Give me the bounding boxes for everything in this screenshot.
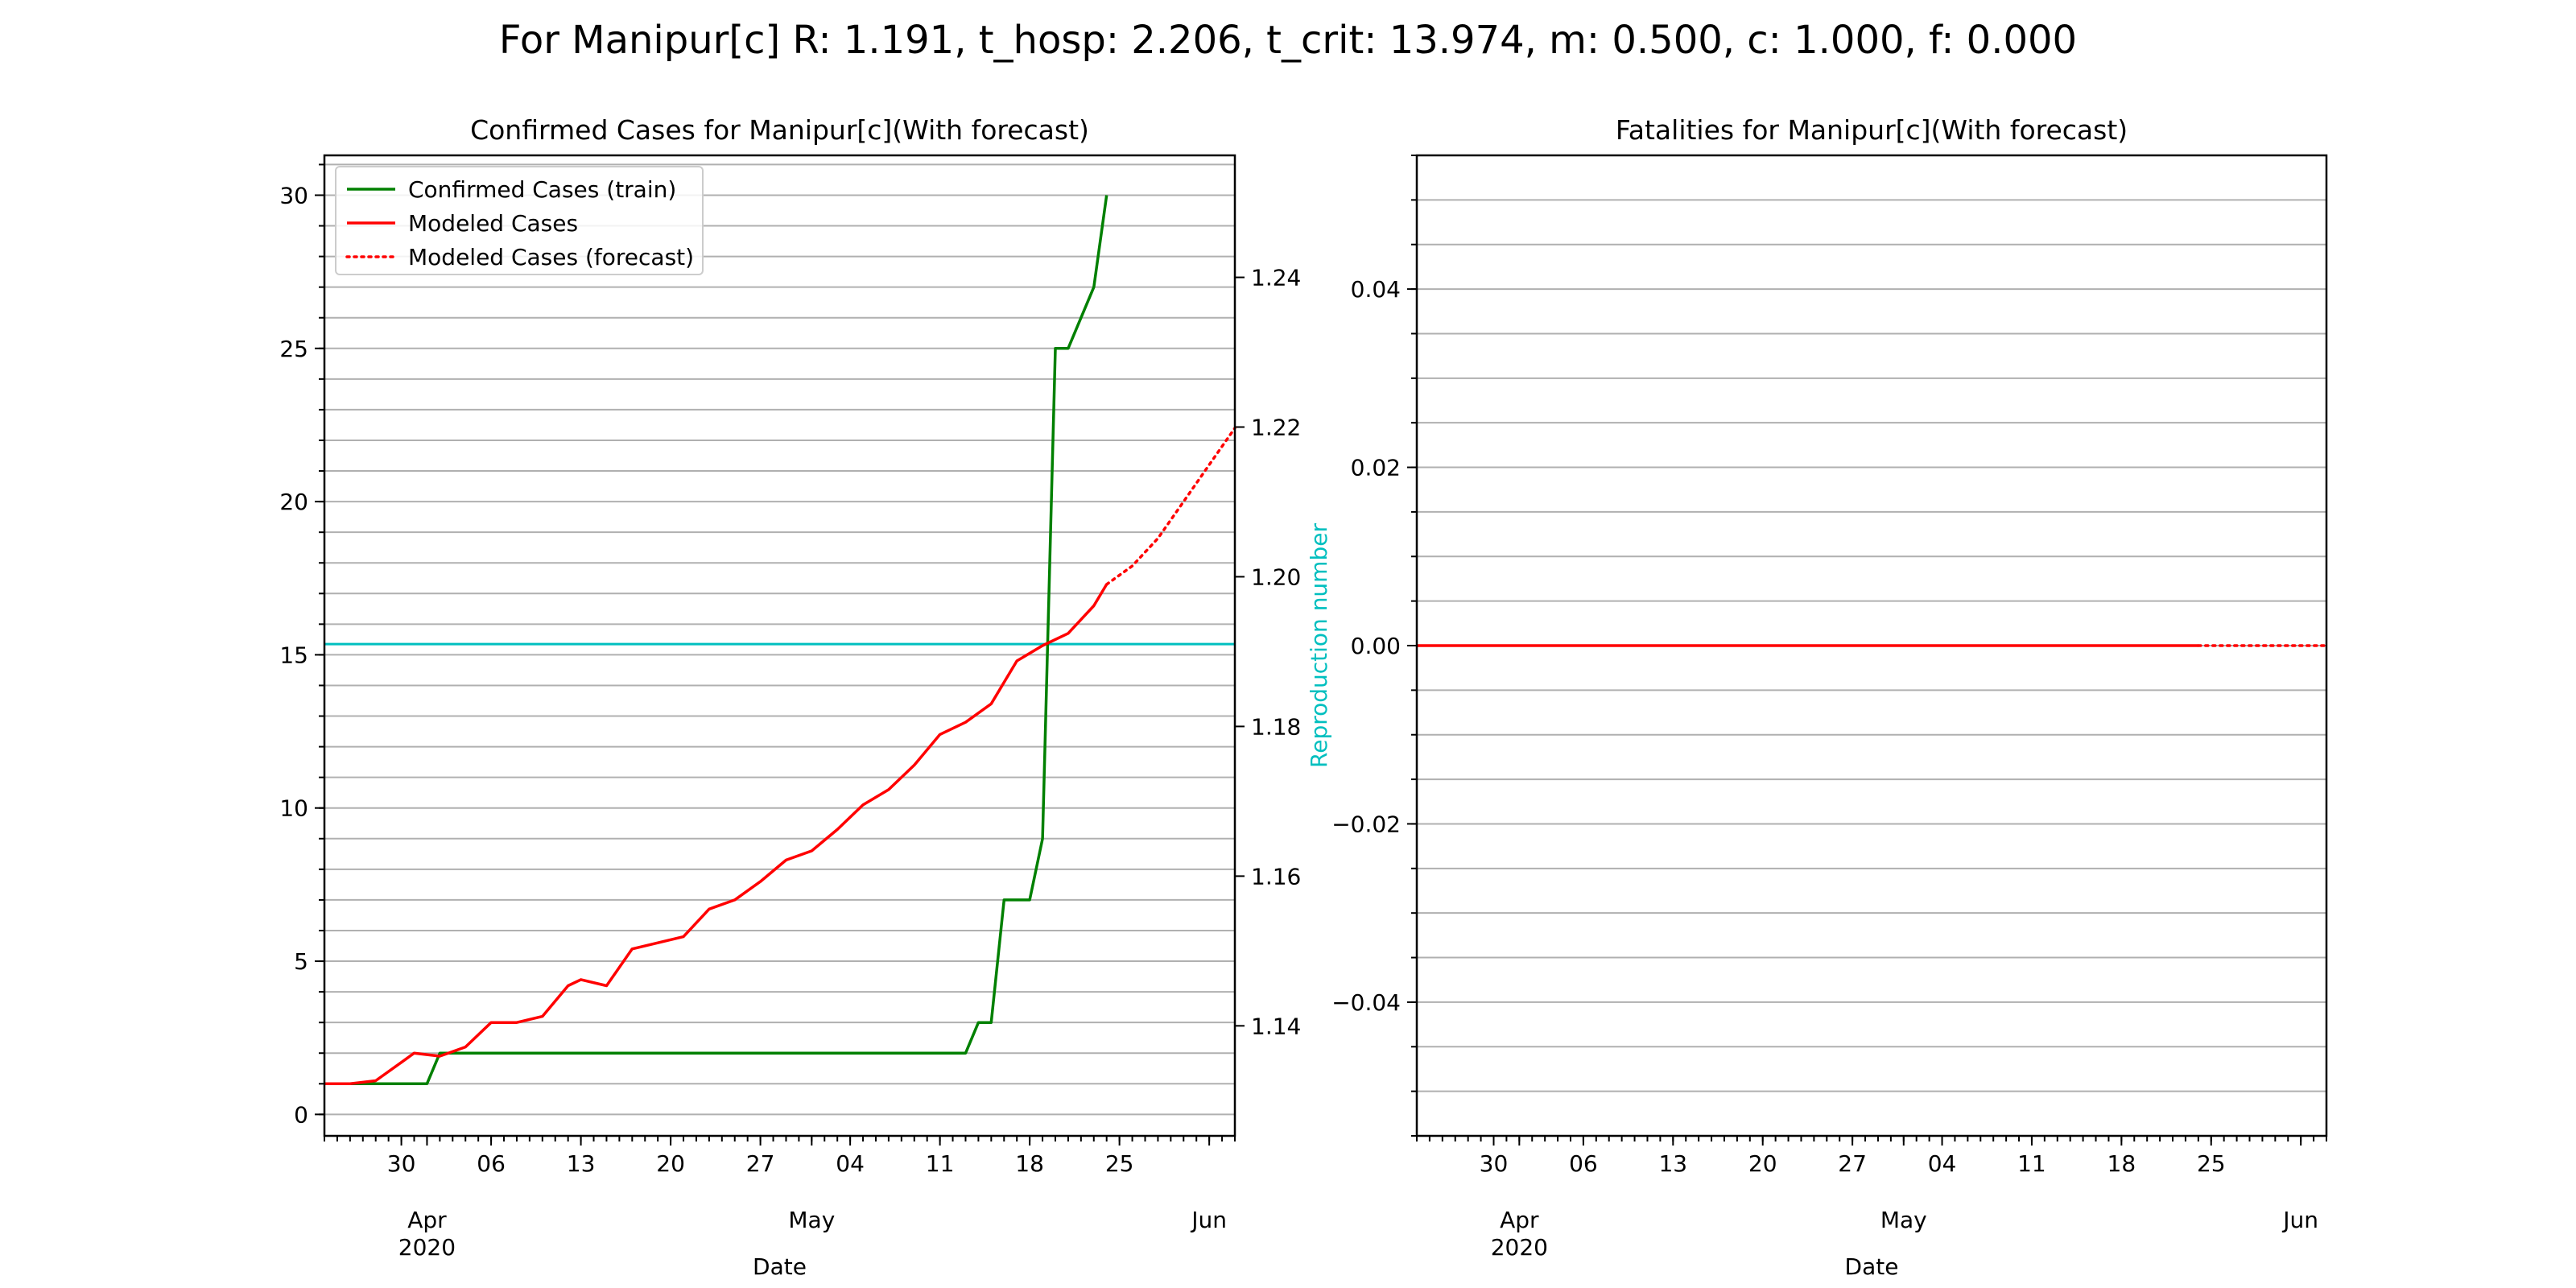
y-tick-label: 0 (294, 1101, 308, 1128)
y-tick-label: −0.04 (1331, 989, 1401, 1016)
panel-title: Fatalities for Manipur[c](With forecast) (1616, 114, 2128, 146)
y2-tick-label: 1.20 (1251, 564, 1301, 590)
x-tick-label: 27 (746, 1150, 775, 1177)
x-tick-label: 25 (1105, 1150, 1134, 1177)
y-tick-label: 0.02 (1351, 455, 1401, 481)
panel-title: Confirmed Cases for Manipur[c](With fore… (470, 114, 1089, 146)
y2-tick-label: 1.18 (1251, 713, 1301, 740)
x-tick-label: 11 (2017, 1150, 2046, 1177)
y-tick-label: 10 (279, 795, 308, 822)
legend-box (335, 166, 704, 275)
y2-tick-label: 1.14 (1251, 1013, 1301, 1039)
y-tick-label: 20 (279, 489, 308, 515)
y-tick-label: 15 (279, 642, 308, 668)
x-tick-label: 04 (836, 1150, 865, 1177)
x-month-label: Apr (407, 1207, 447, 1233)
axes-frame (1415, 154, 2328, 1137)
y-tick-label: 5 (294, 948, 308, 975)
x-tick-label: 06 (477, 1150, 506, 1177)
x-tick-label: 18 (1015, 1150, 1044, 1177)
y2-tick-label: 1.22 (1251, 415, 1301, 441)
legend: Confirmed Cases (train) Modeled Cases Mode… (335, 166, 704, 275)
legend-label: Modeled Cases (408, 210, 578, 237)
y-tick-label: 0.00 (1351, 633, 1401, 659)
axes-frame (323, 154, 1236, 1137)
x-tick-label: 04 (1928, 1150, 1957, 1177)
x-tick-label: 30 (1480, 1150, 1509, 1177)
x-month-label: Jun (2281, 1207, 2318, 1233)
figure-title: For Manipur[c] R: 1.191, t_hosp: 2.206, … (499, 18, 2077, 63)
x-month-label: May (1880, 1207, 1927, 1233)
y2-tick-label: 1.16 (1251, 863, 1301, 890)
x-axis-label: Date (1845, 1253, 1899, 1280)
x-tick-label: 13 (567, 1150, 596, 1177)
x-tick-label: 11 (926, 1150, 955, 1177)
x-month-label: May (788, 1207, 835, 1233)
series-line-0 (324, 195, 1108, 1086)
fatalities-panel: −0.04 −0.02 0.00 0.02 0.04 30 06 13 20 27 04 11 18 25… (1331, 114, 2328, 1280)
y-tick-label: −0.02 (1331, 811, 1401, 837)
x-month-label: Jun (1190, 1207, 1227, 1233)
x-tick-label: 18 (2107, 1150, 2136, 1177)
x-tick-label: 13 (1658, 1150, 1687, 1177)
y-tick-label: 30 (279, 182, 308, 208)
series-line-1 (324, 584, 1108, 1086)
x-tick-label: 25 (2197, 1150, 2226, 1177)
x-tick-label: 20 (1748, 1150, 1777, 1177)
y-tick-label: 0.04 (1351, 276, 1401, 303)
series-line-2 (1104, 427, 1236, 586)
x-month-label: Apr (1500, 1207, 1539, 1233)
x-year-label: 2020 (398, 1234, 456, 1261)
x-year-label: 2020 (1491, 1234, 1548, 1261)
legend-label: Modeled Cases (forecast) (408, 244, 694, 270)
y2-axis-label: Reproduction number (1306, 523, 1332, 768)
x-tick-label: 06 (1569, 1150, 1598, 1177)
legend-label: Confirmed Cases (train) (408, 176, 676, 203)
x-tick-label: 27 (1838, 1150, 1867, 1177)
x-tick-label: 30 (387, 1150, 416, 1177)
y-tick-label: 25 (279, 336, 308, 362)
x-axis-label: Date (753, 1253, 807, 1280)
y2-tick-label: 1.24 (1251, 265, 1301, 291)
x-tick-label: 20 (656, 1150, 685, 1177)
